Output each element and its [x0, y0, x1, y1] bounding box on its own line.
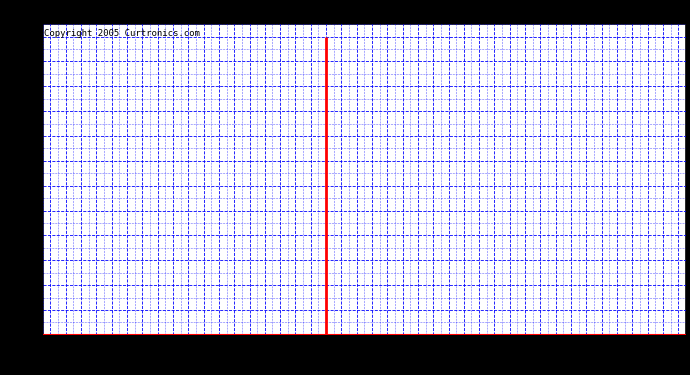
Text: Copyright 2005 Curtronics.com: Copyright 2005 Curtronics.com — [44, 29, 200, 38]
Title: Rain Rate per Minute (inches/hour) Last 24 Hours Thu Oct 13 00:00: Rain Rate per Minute (inches/hour) Last … — [80, 4, 649, 20]
